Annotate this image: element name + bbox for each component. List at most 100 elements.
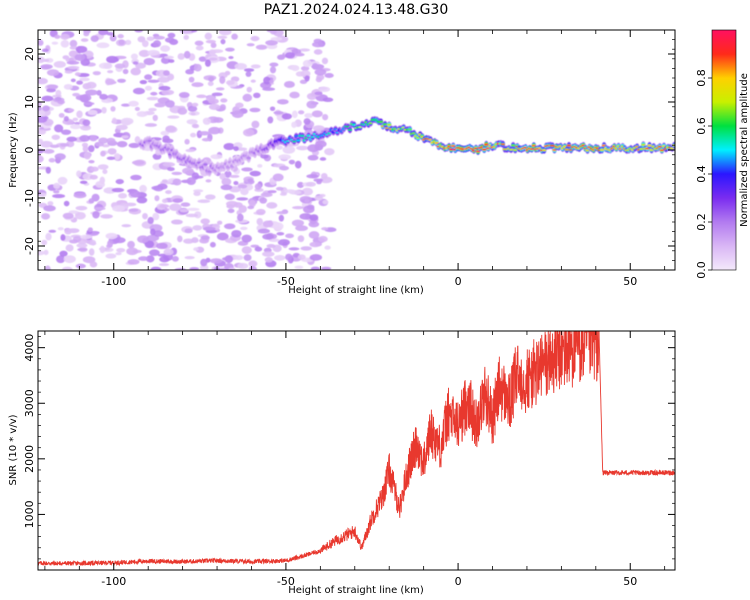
heatmap-cell	[198, 56, 207, 62]
heatmap-cell	[321, 57, 329, 65]
heatmap-cell	[161, 89, 175, 96]
heatmap-cell	[164, 100, 175, 108]
heatmap-cell	[237, 262, 249, 269]
heatmap-cell	[38, 138, 44, 144]
heatmap-cell	[147, 49, 160, 56]
heatmap-cell	[106, 244, 113, 248]
heatmap-cell	[73, 192, 87, 199]
heatmap-cell	[121, 119, 132, 126]
heatmap-cell	[224, 193, 235, 201]
heatmap-cell	[62, 266, 73, 270]
heatmap-cell	[121, 224, 132, 228]
heatmap-cell	[184, 255, 195, 260]
heatmap-cells	[38, 30, 675, 270]
heatmap-cell	[639, 148, 644, 150]
heatmap-cell	[152, 212, 160, 221]
heatmap-cell	[144, 123, 158, 127]
heatmap-cell	[117, 34, 124, 39]
heatmap-cell	[115, 179, 124, 185]
heatmap-cell	[248, 260, 258, 267]
heatmap-cell	[313, 178, 324, 182]
heatmap-cell	[225, 80, 235, 86]
heatmap-cell	[162, 162, 176, 167]
heatmap-cell	[482, 148, 487, 151]
heatmap-cell	[121, 135, 129, 139]
heatmap-cell	[294, 52, 305, 57]
heatmap-cell	[250, 35, 260, 42]
heatmap-cell	[149, 249, 160, 257]
heatmap-cell	[277, 99, 289, 105]
heatmap-cell	[304, 113, 314, 118]
spectrogram-x-label: Height of straight line (km)	[288, 285, 424, 296]
heatmap-cell	[151, 185, 162, 191]
heatmap-cell	[255, 208, 266, 216]
heatmap-cell	[314, 68, 327, 76]
heatmap-cell	[274, 254, 286, 261]
heatmap-cell	[270, 36, 283, 41]
heatmap-cell	[53, 182, 61, 189]
heatmap-cell	[276, 211, 288, 215]
heatmap-cell	[307, 144, 320, 153]
heatmap-cell	[48, 229, 57, 233]
heatmap-cell	[99, 93, 108, 100]
heatmap-cell	[89, 174, 98, 180]
heatmap-cell	[191, 82, 204, 88]
heatmap-cell	[107, 148, 117, 155]
heatmap-cell	[99, 245, 106, 254]
heatmap-cell	[247, 178, 254, 183]
heatmap-cell	[193, 247, 199, 251]
heatmap-cell	[163, 55, 174, 59]
heatmap-cell	[205, 179, 212, 183]
heatmap-cell	[269, 66, 277, 74]
heatmap-cell	[127, 259, 140, 265]
heatmap-cell	[164, 37, 175, 43]
heatmap-cell	[89, 261, 98, 268]
snr-series-line	[38, 331, 675, 567]
heatmap-cell	[319, 157, 327, 161]
heatmap-cell	[105, 232, 118, 240]
heatmap-cell	[322, 97, 334, 102]
heatmap-cell	[296, 139, 301, 142]
y-tick-label: 10	[23, 95, 36, 109]
heatmap-cell	[63, 83, 73, 90]
heatmap-cell	[300, 70, 311, 78]
heatmap-cell	[44, 265, 51, 270]
heatmap-cell	[80, 234, 93, 240]
heatmap-cell	[150, 91, 158, 96]
heatmap-cell	[183, 34, 190, 40]
heatmap-cell	[144, 74, 153, 80]
heatmap-cell	[183, 238, 194, 244]
heatmap-cell	[62, 212, 74, 220]
heatmap-cell	[225, 200, 239, 207]
heatmap-cell	[83, 102, 95, 106]
heatmap-cell	[51, 41, 59, 45]
heatmap-cell	[211, 92, 223, 97]
heatmap-cell	[178, 92, 190, 99]
heatmap-cell	[79, 180, 88, 184]
heatmap-cell	[161, 198, 168, 204]
heatmap-cell	[53, 61, 66, 68]
heatmap-cell	[566, 144, 572, 147]
heatmap-cell	[295, 225, 308, 232]
heatmap-cell	[180, 202, 191, 207]
heatmap-cell	[54, 124, 64, 133]
heatmap-cell	[301, 187, 314, 196]
heatmap-cell	[205, 39, 217, 44]
heatmap-cell	[89, 135, 98, 142]
heatmap-cell	[115, 124, 128, 131]
heatmap-cell	[263, 76, 271, 85]
heatmap-cell	[41, 95, 54, 102]
heatmap-cell	[122, 68, 129, 75]
heatmap-cell	[114, 63, 126, 69]
heatmap-cell	[315, 140, 327, 148]
y-tick-label: -20	[23, 237, 36, 255]
heatmap-cell	[291, 65, 300, 72]
colorbar-tick-label: 0.8	[695, 69, 708, 87]
heatmap-cell	[204, 194, 216, 200]
heatmap-cell	[190, 132, 197, 138]
heatmap-cell	[76, 80, 84, 85]
heatmap-cell	[137, 235, 150, 244]
heatmap-cell	[407, 128, 413, 131]
heatmap-cell	[76, 243, 88, 248]
heatmap-cell	[208, 76, 215, 82]
